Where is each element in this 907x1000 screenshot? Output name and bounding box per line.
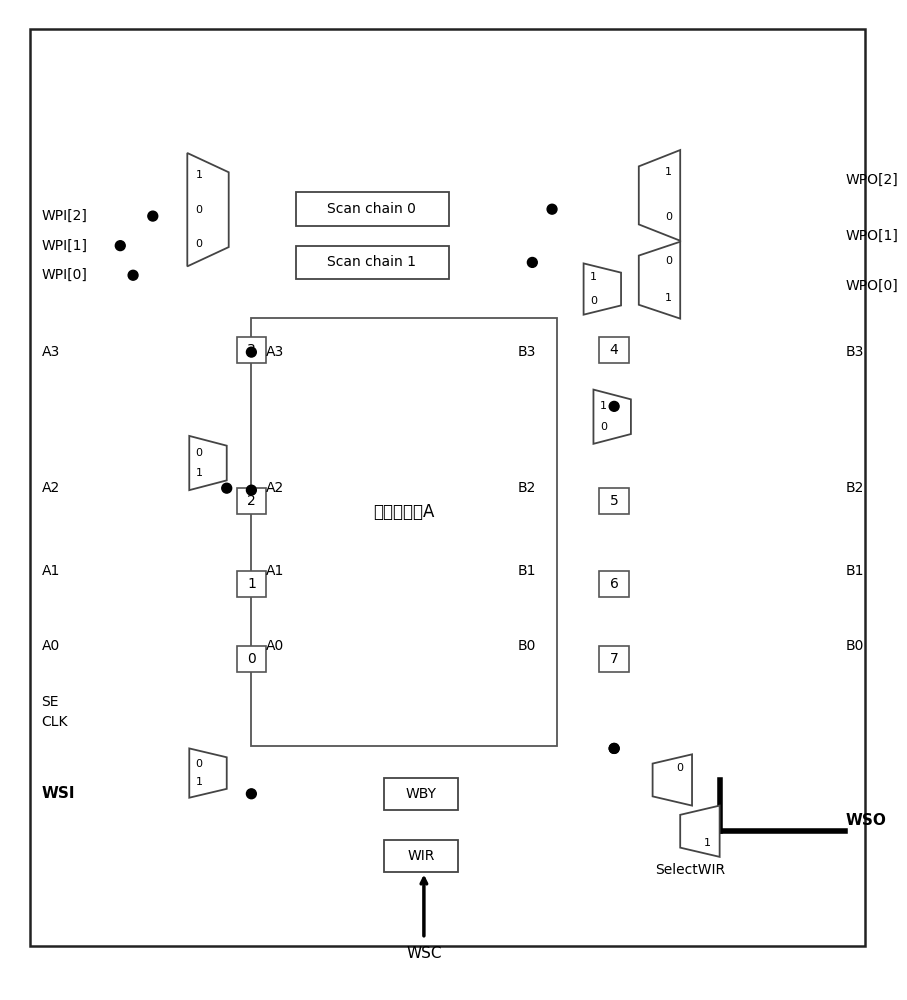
Text: A3: A3 <box>266 345 285 359</box>
Text: A2: A2 <box>42 481 60 495</box>
Bar <box>385 840 458 872</box>
Bar <box>296 246 449 279</box>
Text: 1: 1 <box>665 167 672 177</box>
Text: 嵌入式芯核A: 嵌入式芯核A <box>374 503 434 521</box>
Text: 1: 1 <box>196 170 202 180</box>
Text: 1: 1 <box>196 777 202 787</box>
Text: WIR: WIR <box>407 849 434 863</box>
Text: 3: 3 <box>247 343 256 357</box>
Text: 0: 0 <box>196 239 202 249</box>
Text: 2: 2 <box>247 494 256 508</box>
Text: A0: A0 <box>42 639 60 653</box>
Text: 1: 1 <box>665 293 672 303</box>
Text: 0: 0 <box>590 296 597 306</box>
Text: 0: 0 <box>600 422 607 432</box>
Text: A1: A1 <box>266 564 285 578</box>
Bar <box>600 646 629 672</box>
Bar <box>385 778 458 810</box>
Text: B3: B3 <box>518 345 536 359</box>
Bar <box>600 488 629 514</box>
Text: 1: 1 <box>247 577 256 591</box>
Text: WPO[0]: WPO[0] <box>846 279 899 293</box>
Circle shape <box>128 270 138 280</box>
Circle shape <box>610 743 619 753</box>
Text: 1: 1 <box>590 272 597 282</box>
Text: A1: A1 <box>42 564 60 578</box>
Text: WSI: WSI <box>42 786 75 801</box>
Polygon shape <box>639 242 680 319</box>
Text: WSO: WSO <box>846 813 887 828</box>
Circle shape <box>148 211 158 221</box>
Text: Scan chain 0: Scan chain 0 <box>327 202 416 216</box>
Text: 6: 6 <box>610 577 619 591</box>
Text: 4: 4 <box>610 343 619 357</box>
Text: 0: 0 <box>196 205 202 215</box>
Text: CLK: CLK <box>42 715 68 729</box>
Text: B0: B0 <box>846 639 864 653</box>
Bar <box>237 646 266 672</box>
Text: WSC: WSC <box>406 946 442 961</box>
Text: Scan chain 1: Scan chain 1 <box>327 255 416 269</box>
Text: 0: 0 <box>196 759 202 769</box>
Text: B2: B2 <box>846 481 864 495</box>
Text: 1: 1 <box>196 468 202 478</box>
Circle shape <box>547 204 557 214</box>
Text: WPO[2]: WPO[2] <box>846 173 899 187</box>
Circle shape <box>247 789 257 799</box>
Polygon shape <box>639 150 680 241</box>
Text: WPO[1]: WPO[1] <box>846 229 899 243</box>
Text: SE: SE <box>42 695 59 709</box>
Bar <box>237 571 266 597</box>
Text: 1: 1 <box>705 838 711 848</box>
Bar <box>237 337 266 363</box>
Bar <box>296 192 449 226</box>
Text: 1: 1 <box>600 401 607 411</box>
Text: WPI[0]: WPI[0] <box>42 268 87 282</box>
Polygon shape <box>190 436 227 490</box>
Text: 0: 0 <box>247 652 256 666</box>
Polygon shape <box>583 263 621 315</box>
Circle shape <box>247 485 257 495</box>
Text: B1: B1 <box>518 564 536 578</box>
Circle shape <box>527 257 537 267</box>
Circle shape <box>610 401 619 411</box>
Text: B3: B3 <box>846 345 864 359</box>
Text: 0: 0 <box>196 448 202 458</box>
Circle shape <box>610 743 619 753</box>
Polygon shape <box>188 153 229 266</box>
Circle shape <box>222 483 231 493</box>
Text: B2: B2 <box>518 481 536 495</box>
Bar <box>600 571 629 597</box>
Text: B1: B1 <box>846 564 864 578</box>
Polygon shape <box>593 390 631 444</box>
Text: 7: 7 <box>610 652 619 666</box>
Bar <box>251 318 557 746</box>
Bar <box>237 488 266 514</box>
Circle shape <box>115 241 125 251</box>
Text: A2: A2 <box>266 481 285 495</box>
Polygon shape <box>680 806 719 857</box>
Circle shape <box>247 347 257 357</box>
Text: WPI[1]: WPI[1] <box>42 239 87 253</box>
Text: A3: A3 <box>42 345 60 359</box>
Text: 5: 5 <box>610 494 619 508</box>
Polygon shape <box>190 748 227 798</box>
Text: A0: A0 <box>266 639 285 653</box>
Text: 0: 0 <box>665 212 672 222</box>
Text: SelectWIR: SelectWIR <box>655 863 725 877</box>
Text: 0: 0 <box>677 763 684 773</box>
Text: B0: B0 <box>518 639 536 653</box>
Text: WBY: WBY <box>405 787 436 801</box>
Text: WPI[2]: WPI[2] <box>42 209 87 223</box>
Bar <box>600 337 629 363</box>
Text: 0: 0 <box>665 256 672 266</box>
Polygon shape <box>653 754 692 806</box>
